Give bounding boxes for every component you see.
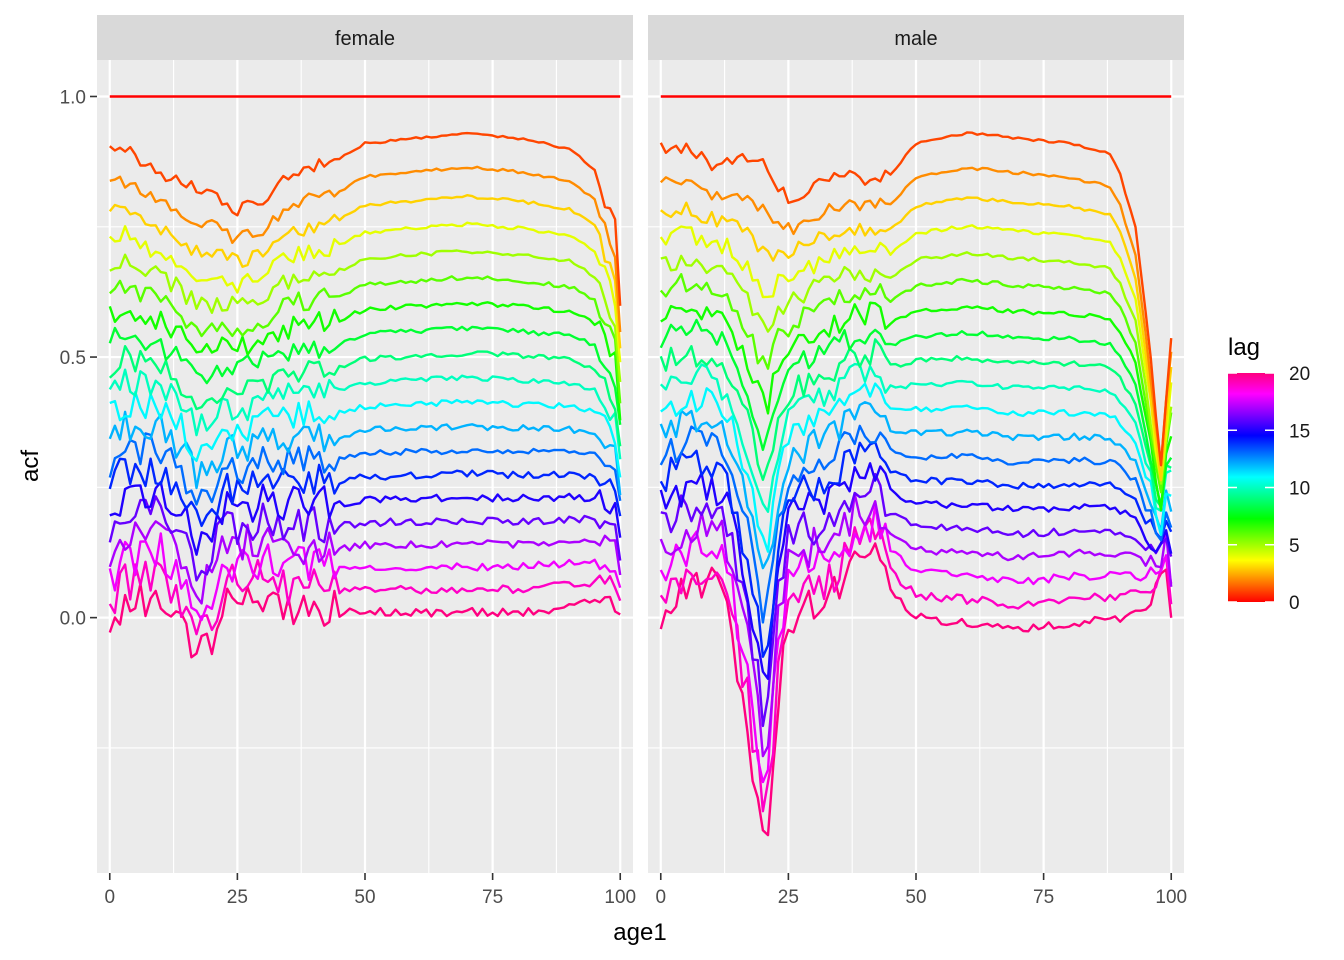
panel-male: male	[648, 15, 1184, 873]
legend-tick-label: 0	[1289, 593, 1300, 614]
series-line-lag-10	[108, 368, 622, 460]
series-line-lag-1	[109, 131, 622, 306]
series-line-lag-8	[108, 325, 622, 425]
series-line-lag-7	[660, 301, 1173, 512]
legend-tick-label: 15	[1289, 421, 1310, 442]
series-line-lag-11	[109, 390, 622, 478]
series-line-lag-19	[108, 558, 622, 636]
series-line-lag-7	[108, 301, 622, 421]
series-line-lag-17	[659, 492, 1173, 758]
series-line-lag-19	[659, 517, 1173, 813]
panel-female: female	[97, 15, 633, 873]
series-line-lag-3	[108, 193, 622, 349]
series-line-lag-14	[108, 457, 622, 528]
x-tick-label: 100	[604, 887, 636, 908]
strip-label-female: female	[335, 28, 395, 50]
x-tick-label: 0	[104, 887, 115, 908]
x-tick-label: 25	[227, 887, 248, 908]
series-line-lag-2	[659, 166, 1173, 466]
series-line-lag-13	[108, 432, 622, 506]
y-axis: 0.0 0.5 1.0	[60, 87, 97, 630]
y-tick-label: 0.5	[60, 348, 86, 369]
series-line-lag-4	[108, 221, 622, 363]
series-line-lag-2	[109, 165, 622, 333]
series-line-lag-11	[660, 382, 1172, 553]
series-line-lag-15	[659, 462, 1173, 680]
strip-male	[648, 15, 1184, 60]
gridlines-female	[97, 60, 633, 873]
series-line-lag-14	[659, 440, 1173, 658]
x-tick-label: 50	[905, 887, 926, 908]
series-line-lag-10	[659, 362, 1172, 513]
legend-tick-label: 20	[1289, 364, 1310, 385]
series-line-lag-8	[659, 318, 1173, 508]
series-line-lag-20	[659, 542, 1173, 837]
series-line-lag-6	[108, 275, 622, 404]
x-tick-label: 75	[1033, 887, 1054, 908]
y-axis-title: acf	[17, 450, 44, 482]
y-tick-label: 0.0	[60, 609, 86, 630]
legend-tick-label: 10	[1289, 479, 1310, 500]
x-axis-female: 0 25 50 75 100	[104, 873, 636, 908]
y-tick-label: 1.0	[60, 87, 86, 108]
x-tick-label: 100	[1155, 887, 1187, 908]
x-axis-male: 0 25 50 75 100	[655, 873, 1187, 908]
legend-ticks: 0 5 10 15 20	[1228, 364, 1310, 614]
legend-tick-label: 5	[1289, 536, 1300, 557]
x-tick-label: 75	[482, 887, 503, 908]
strip-female	[97, 15, 633, 60]
legend-title: lag	[1228, 334, 1260, 361]
strip-label-male: male	[894, 28, 937, 50]
legend-lag: lag 0 5 10 15 20	[1228, 334, 1310, 614]
series-line-lag-15	[109, 480, 622, 556]
series-line-lag-18	[659, 503, 1173, 784]
series-line-lag-18	[108, 532, 622, 622]
series-line-lag-20	[108, 582, 621, 659]
series-line-lag-9	[108, 345, 622, 447]
series-line-lag-4	[659, 224, 1173, 482]
x-tick-label: 25	[778, 887, 799, 908]
x-tick-label: 0	[655, 887, 666, 908]
series-line-lag-6	[659, 273, 1173, 494]
series-line-lag-12	[659, 401, 1173, 570]
series-line-lag-12	[108, 410, 622, 496]
x-axis-title: age1	[613, 919, 666, 946]
series-line-lag-1	[659, 131, 1173, 467]
series-line-lag-9	[659, 338, 1172, 508]
series-line-lag-3	[660, 196, 1173, 482]
series-line-lag-17	[108, 520, 622, 605]
series-lines-male	[659, 95, 1173, 837]
series-line-lag-13	[659, 424, 1173, 624]
series-line-lag-16	[108, 495, 622, 582]
series-lines-female	[108, 95, 622, 659]
series-line-lag-5	[660, 251, 1173, 485]
x-tick-label: 50	[354, 887, 375, 908]
series-line-lag-5	[109, 249, 622, 383]
